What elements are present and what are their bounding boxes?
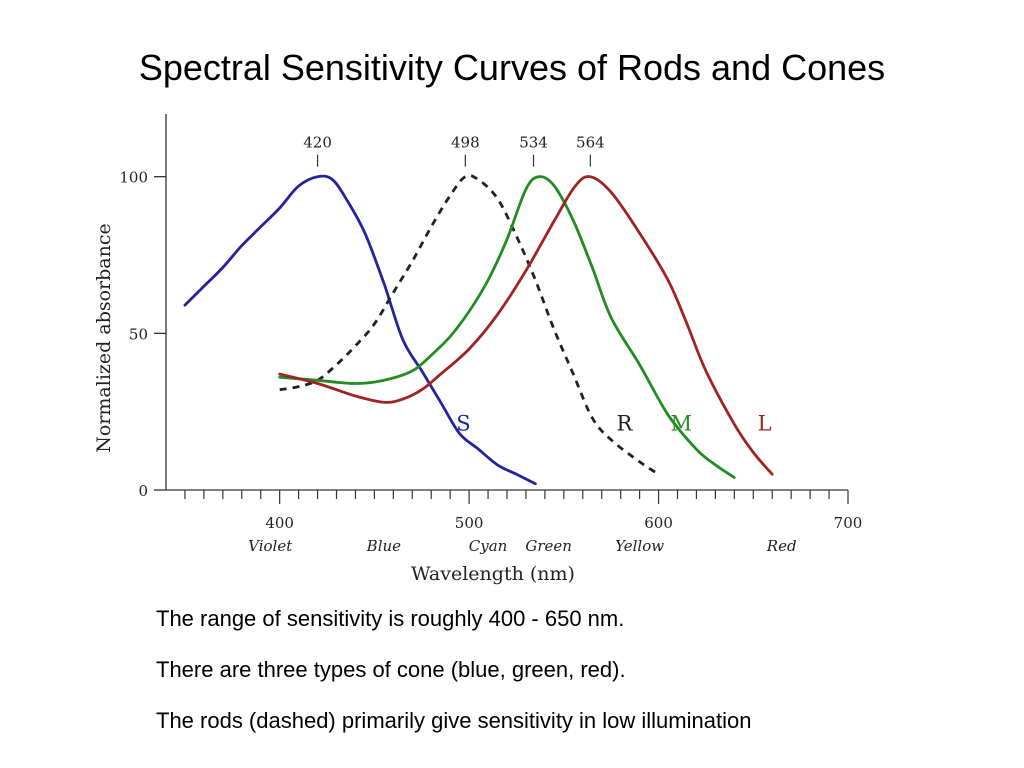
y-tick-label: 0	[138, 482, 148, 500]
peak-label: 564	[576, 134, 605, 152]
peak-label: 498	[451, 134, 480, 152]
slide-title: Spectral Sensitivity Curves of Rods and …	[138, 47, 886, 88]
curve-label-m: M	[671, 411, 693, 435]
x-axis-title: Wavelength (nm)	[411, 563, 575, 585]
note-range: The range of sensitivity is roughly 400 …	[156, 606, 625, 631]
x-tick-label: 600	[644, 514, 673, 532]
curve-s	[183, 174, 537, 486]
chart-axes: 0 50 100 400 500 600 700 Violet Blue Cyan Green Yel…	[93, 114, 862, 585]
x-tick-label: 400	[265, 514, 294, 532]
chart-labels: 420 498 534 564 S R M L	[303, 134, 771, 436]
peak-label: 420	[303, 134, 332, 152]
curve-label-s: S	[456, 411, 470, 435]
chart-curves	[183, 174, 774, 486]
y-tick-label: 50	[129, 325, 148, 343]
curve-r	[279, 174, 660, 476]
color-band-label-red: Red	[766, 537, 797, 555]
curve-l	[278, 175, 774, 476]
peak-label: 534	[519, 134, 548, 152]
slide-notes: The range of sensitivity is roughly 400 …	[156, 606, 996, 759]
color-band-label-violet: Violet	[248, 537, 293, 555]
color-band-label-blue: Blue	[366, 537, 401, 555]
note-cone-types: There are three types of cone (blue, gre…	[156, 657, 626, 682]
curve-label-r: R	[617, 411, 634, 435]
x-tick-label: 500	[455, 514, 484, 532]
color-band-label-cyan: Cyan	[469, 537, 508, 555]
y-axis-title: Normalized absorbance	[93, 223, 115, 452]
curve-label-l: L	[758, 411, 772, 435]
y-tick-label: 100	[119, 169, 148, 187]
absorbance-chart: 0 50 100 400 500 600 700 Violet Blue Cyan Green Yel…	[93, 114, 862, 585]
color-band-label-green: Green	[525, 537, 572, 555]
color-band-label-yellow: Yellow	[615, 537, 664, 555]
curve-m	[278, 175, 736, 479]
x-tick-label: 700	[834, 514, 863, 532]
note-rods: The rods (dashed) primarily give sensiti…	[156, 708, 752, 733]
